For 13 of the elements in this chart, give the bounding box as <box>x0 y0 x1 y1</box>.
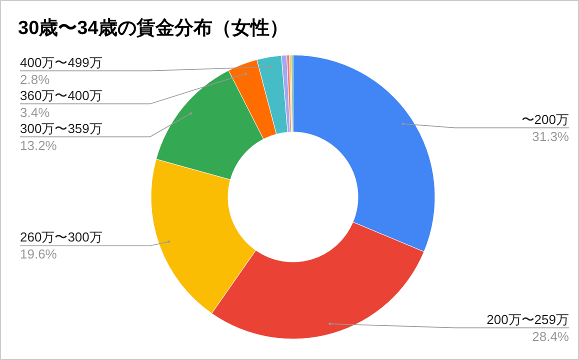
chart-title: 30歳〜34歳の賃金分布（女性） <box>18 17 288 39</box>
slice-label: 260万〜300万 <box>20 230 102 245</box>
slice-label: 360万〜400万 <box>20 88 102 103</box>
slice-label: 400万〜499万 <box>20 54 102 70</box>
data-label: 31.3% <box>532 128 570 144</box>
data-label: 2.8% <box>20 72 50 87</box>
slice-label: 300万〜359万 <box>20 120 102 136</box>
data-label: 3.4% <box>20 104 50 120</box>
slice-label: 〜200万 <box>521 112 569 127</box>
data-label: 13.2% <box>20 138 58 153</box>
data-label: 28.4% <box>532 328 570 344</box>
data-label: 19.6% <box>20 246 58 262</box>
slice-label: 200万〜259万 <box>486 312 569 327</box>
